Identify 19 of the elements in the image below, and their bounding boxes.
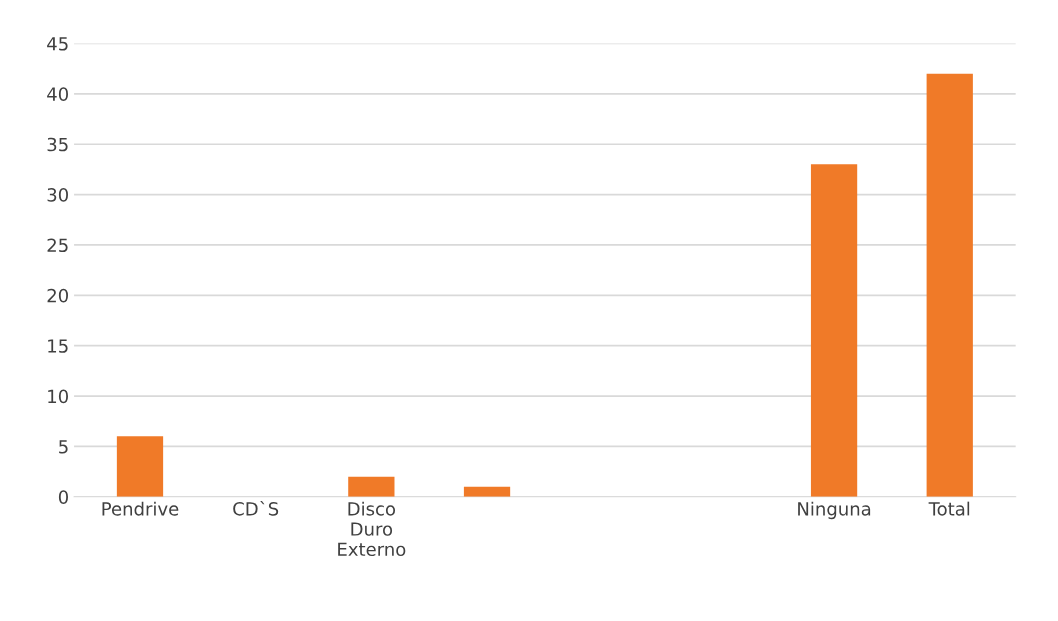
x-tick-label: Ninguna (798, 501, 871, 520)
bar (348, 476, 395, 497)
y-tick-label: 20 (47, 288, 68, 303)
x-tick-label: Disco Duro Externo (338, 501, 406, 557)
y-tick-label: 15 (48, 339, 68, 353)
bar (926, 73, 973, 497)
y-tick-label: 40 (47, 87, 68, 101)
y-tick-label: 25 (47, 238, 68, 253)
y-tick-label: 45 (47, 37, 68, 51)
y-tick-label: 5 (59, 440, 68, 454)
bar (810, 164, 858, 497)
y-tick-label: 10 (48, 389, 68, 404)
x-tick-label: CD`S (233, 500, 279, 516)
x-tick-label: Total (928, 501, 970, 516)
bar (116, 436, 164, 497)
y-tick-label: 0 (58, 490, 68, 504)
y-tick-label: 30 (47, 188, 68, 202)
y-tick-label: 35 (47, 137, 68, 152)
x-tick-label: Pendrive (102, 501, 179, 516)
